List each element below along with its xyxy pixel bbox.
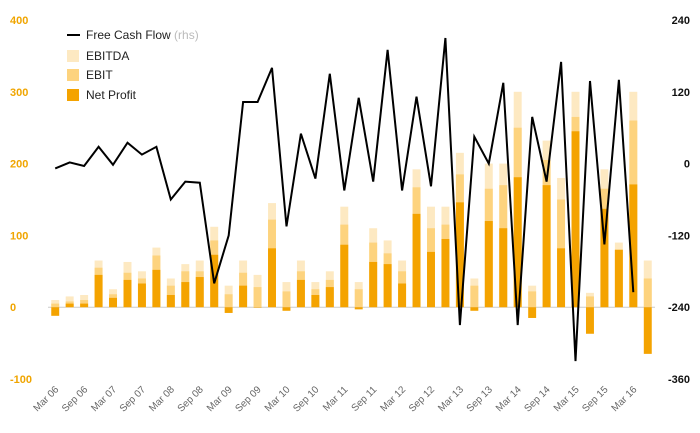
x-axis-tick: Sep 13 xyxy=(465,384,495,414)
bar-net-profit xyxy=(51,307,60,316)
right-axis-tick: -360 xyxy=(668,374,690,386)
right-axis-tick: 240 xyxy=(672,15,690,27)
bar-ebit xyxy=(643,278,652,308)
bar-net-profit xyxy=(152,269,161,308)
bar-net-profit xyxy=(528,307,537,318)
x-axis-tick: Sep 14 xyxy=(523,384,553,414)
legend-label-net-profit: Net Profit xyxy=(86,88,137,102)
bar-net-profit xyxy=(340,244,349,308)
x-axis-tick: Mar 06 xyxy=(32,384,62,414)
legend-swatch-ebit xyxy=(67,69,79,81)
bar-net-profit xyxy=(427,251,435,308)
legend-swatch-ebitda xyxy=(67,50,79,62)
left-axis-tick: 0 xyxy=(10,302,16,314)
bar-net-profit xyxy=(513,177,522,308)
bar-net-profit xyxy=(181,282,190,308)
bar-ebit xyxy=(585,296,594,308)
bar-net-profit xyxy=(585,307,594,334)
x-axis-tick: Mar 09 xyxy=(205,384,235,414)
x-axis-tick: Mar 14 xyxy=(494,384,524,414)
bar-net-profit xyxy=(166,294,175,308)
bar-net-profit xyxy=(614,249,623,308)
bar-net-profit xyxy=(296,279,305,308)
bar-net-profit xyxy=(282,307,291,311)
bar-net-profit xyxy=(195,277,204,308)
bar-net-profit xyxy=(383,264,392,308)
x-axis-tick: Sep 08 xyxy=(176,384,206,414)
x-axis-tick: Sep 07 xyxy=(118,384,148,414)
x-axis-tick: Sep 15 xyxy=(580,384,610,414)
x-axis-tick: Sep 10 xyxy=(291,384,321,414)
bar-net-profit xyxy=(109,297,118,308)
x-axis-tick: Mar 12 xyxy=(378,384,408,414)
bar-net-profit xyxy=(369,261,378,308)
bar-net-profit xyxy=(557,248,566,308)
bar-ebit xyxy=(528,291,537,308)
bar-net-profit xyxy=(311,294,320,308)
x-axis-tick: Mar 13 xyxy=(436,384,466,414)
right-axis-tick: -120 xyxy=(668,230,690,242)
bar-ebit xyxy=(224,294,233,308)
bar-ebit xyxy=(470,285,479,308)
bar-net-profit xyxy=(65,303,74,308)
bar-net-profit xyxy=(123,279,132,308)
x-axis-tick: Sep 06 xyxy=(60,384,90,414)
legend-label-fcf: Free Cash Flow (rhs) xyxy=(86,28,199,42)
legend-swatch-net-profit xyxy=(67,89,79,101)
x-axis-tick: Sep 09 xyxy=(233,384,263,414)
bar-net-profit xyxy=(542,185,551,308)
x-axis-tick: Sep 11 xyxy=(350,384,380,414)
left-axis-tick: 100 xyxy=(10,230,28,242)
x-axis-tick: Sep 12 xyxy=(407,384,437,414)
bar-ebit xyxy=(282,291,291,308)
bar-net-profit xyxy=(441,238,450,308)
x-axis-tick: Mar 07 xyxy=(89,384,119,414)
bar-net-profit xyxy=(484,221,493,308)
x-axis-tick: Mar 08 xyxy=(147,384,177,414)
bar-net-profit xyxy=(80,303,89,308)
bar-net-profit xyxy=(412,213,421,308)
free-cash-flow-line xyxy=(54,37,635,362)
bar-net-profit xyxy=(268,248,276,308)
bar-net-profit xyxy=(239,285,248,308)
bar-net-profit xyxy=(224,307,233,313)
bar-net-profit xyxy=(253,307,262,308)
bar-net-profit xyxy=(629,184,638,308)
bar-net-profit xyxy=(643,307,652,354)
right-axis-tick: 120 xyxy=(672,87,690,99)
bar-net-profit xyxy=(571,131,580,308)
bar-net-profit xyxy=(470,307,479,311)
bar-net-profit xyxy=(137,283,146,308)
bar-ebit xyxy=(51,303,60,308)
bar-net-profit xyxy=(398,283,407,308)
legend-label-ebitda: EBITDA xyxy=(86,49,129,63)
bar-net-profit xyxy=(455,202,464,308)
left-axis-tick: 400 xyxy=(10,15,28,27)
x-axis-tick: Mar 11 xyxy=(321,384,351,414)
left-axis-tick: 200 xyxy=(10,159,28,171)
right-axis-tick: -240 xyxy=(668,302,690,314)
x-axis-tick: Mar 16 xyxy=(610,384,640,414)
bar-net-profit xyxy=(354,307,363,310)
right-axis-tick: 0 xyxy=(684,159,690,171)
legend: Free Cash Flow (rhs) EBITDA EBIT Net Pro… xyxy=(67,28,199,102)
bar-net-profit xyxy=(499,228,508,308)
bar-net-profit xyxy=(600,208,609,308)
x-axis-tick: Mar 15 xyxy=(552,384,582,414)
bar-ebit xyxy=(354,289,363,308)
x-axis-tick: Mar 10 xyxy=(263,384,293,414)
left-axis-tick: 300 xyxy=(10,87,28,99)
bar-net-profit xyxy=(325,287,334,308)
bar-ebit xyxy=(253,287,262,308)
bar-net-profit xyxy=(94,274,103,308)
legend-label-ebit: EBIT xyxy=(86,68,113,82)
left-axis-tick: -100 xyxy=(10,374,32,386)
